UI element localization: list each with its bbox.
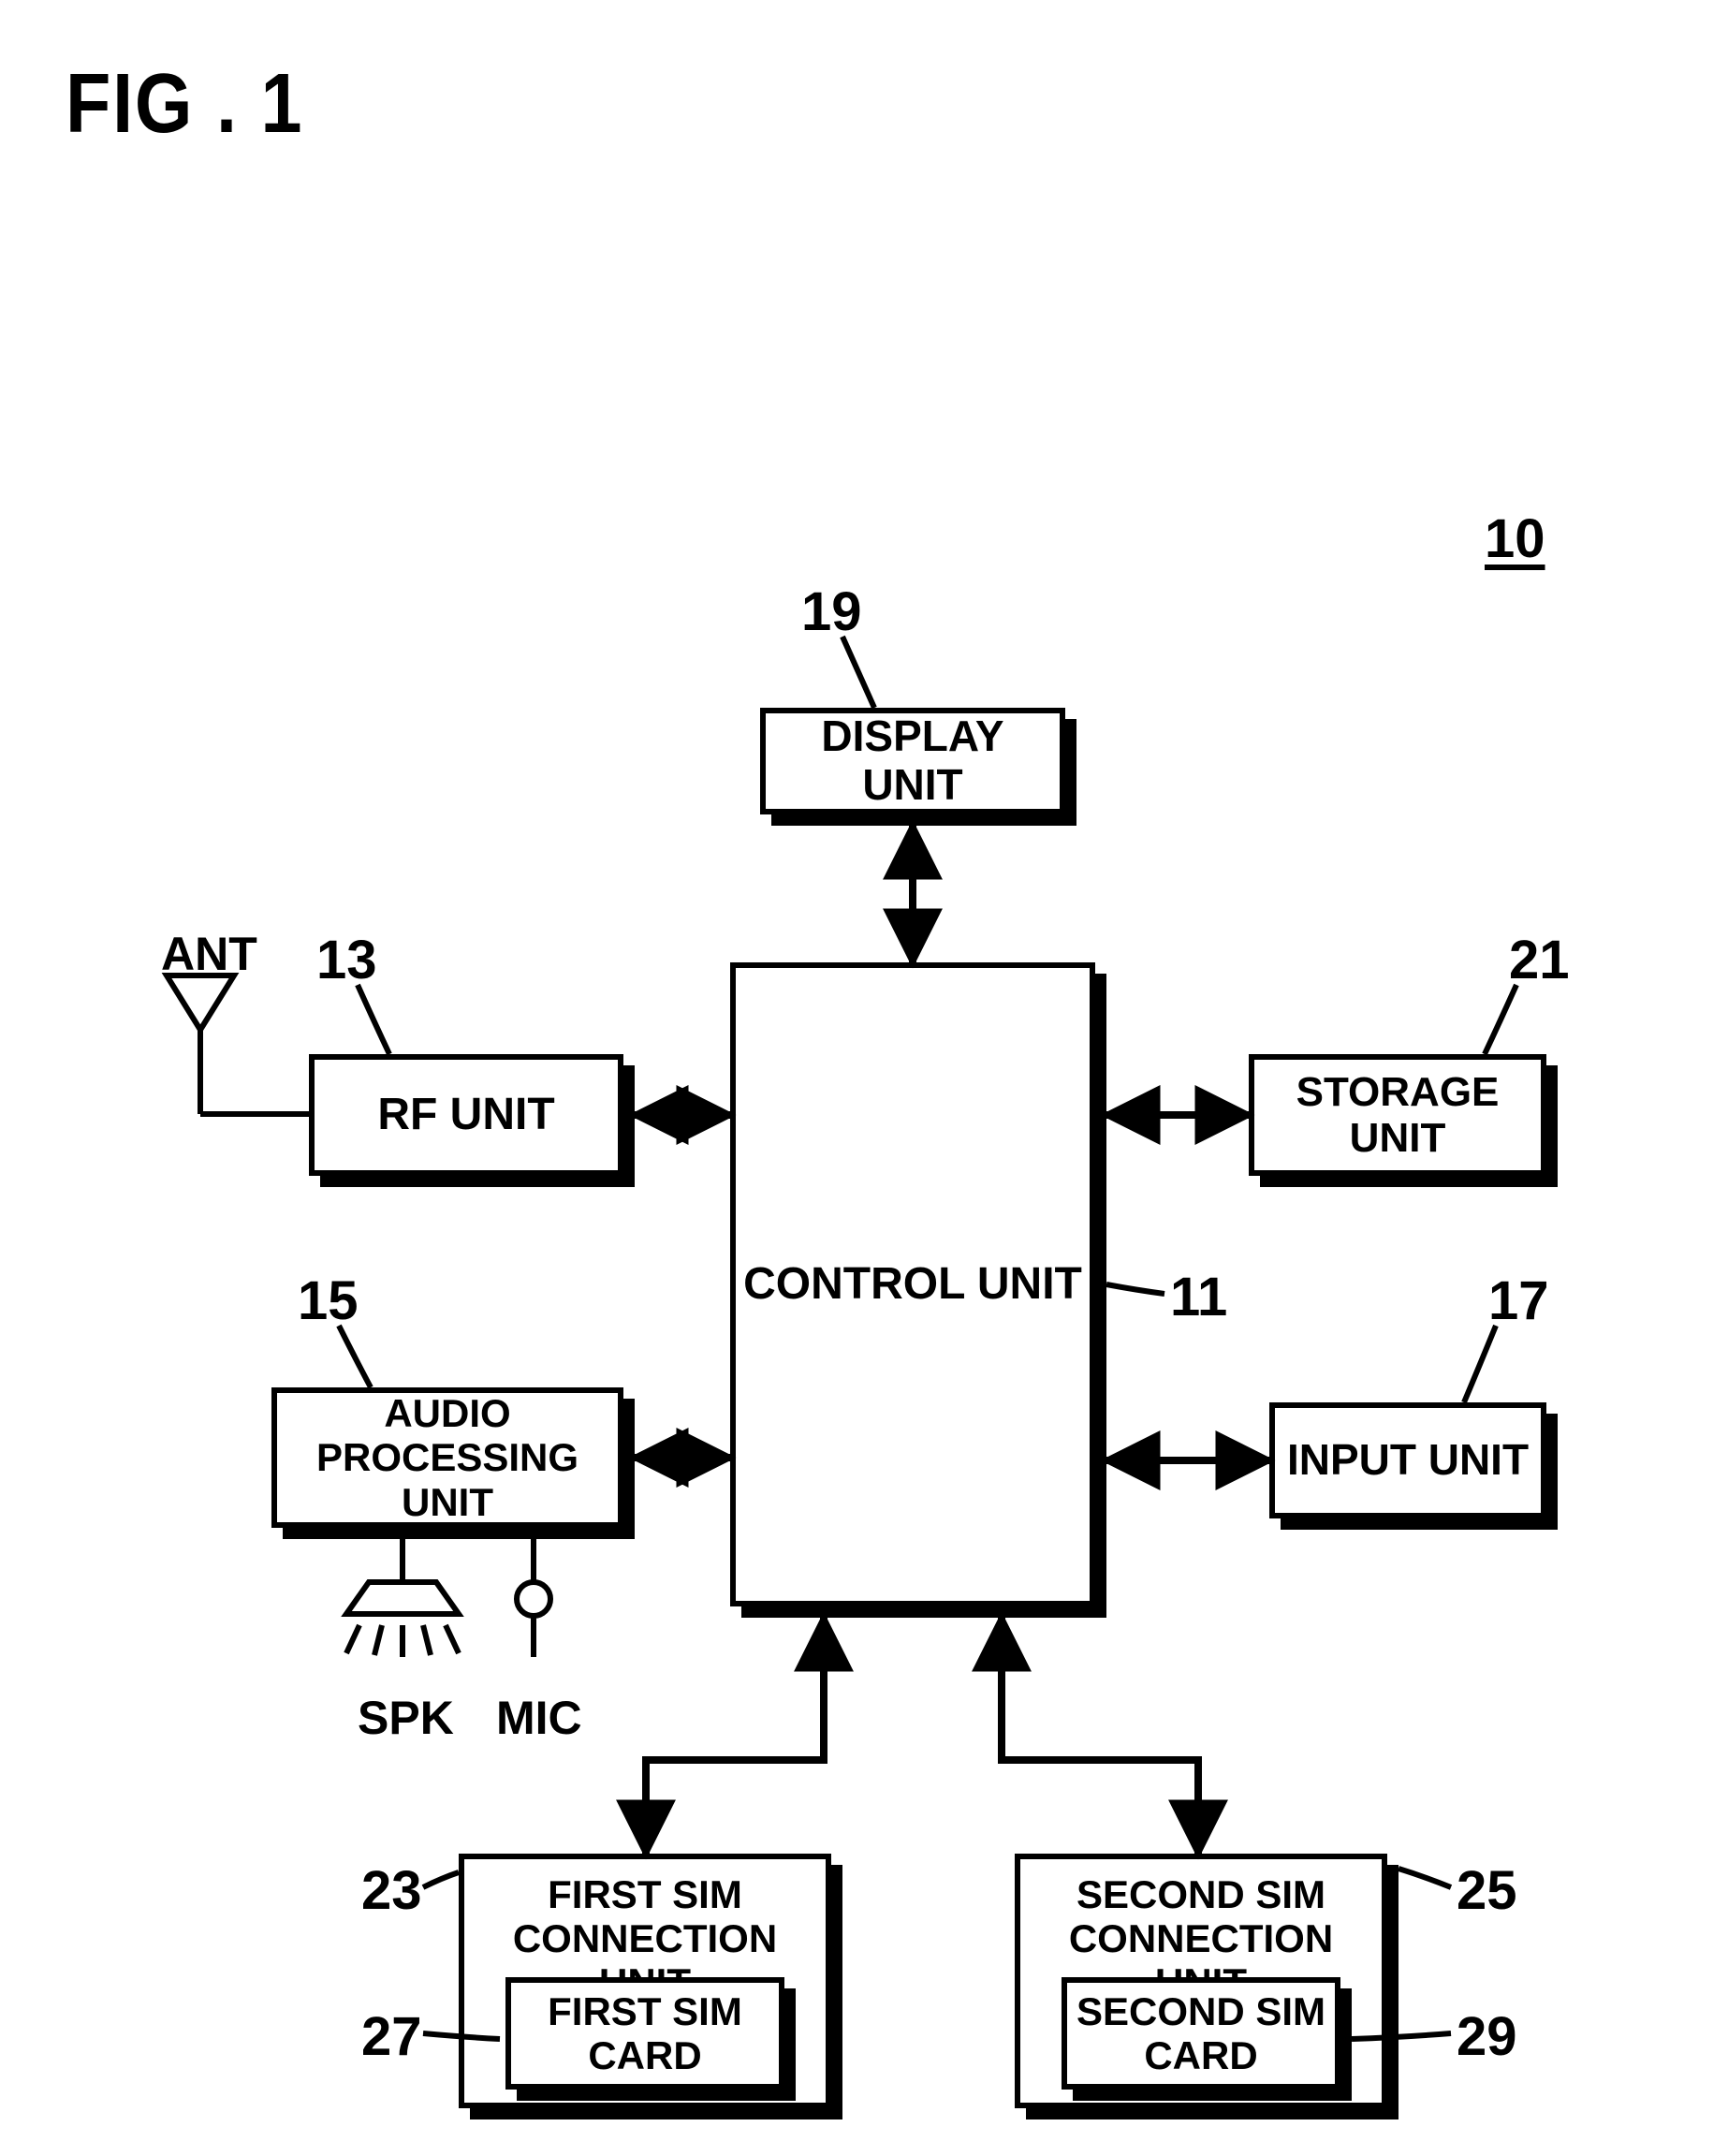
leader-control [1106, 1284, 1164, 1294]
sim2-card-label: SECOND SIM CARD [1076, 1989, 1325, 2077]
leader-input [1464, 1326, 1496, 1402]
arrow-control-sim2 [1002, 1618, 1198, 1854]
sim1-card-box: FIRST SIM CARD [505, 1977, 784, 2090]
antenna-icon [167, 975, 309, 1114]
leader-sim1 [423, 1872, 459, 1887]
ref-input: 17 [1488, 1269, 1549, 1332]
ref-control: 11 [1170, 1266, 1227, 1328]
control-unit-label: CONTROL UNIT [743, 1259, 1082, 1310]
ref-audio: 15 [298, 1269, 359, 1332]
audio-unit-label: AUDIO PROCESSING UNIT [277, 1391, 618, 1523]
speaker-label: SPK [358, 1691, 454, 1745]
ref-sim2-card: 29 [1457, 2005, 1517, 2068]
input-unit-label: INPUT UNIT [1287, 1436, 1529, 1485]
storage-unit-box: STORAGE UNIT [1249, 1054, 1546, 1176]
ref-display: 19 [801, 580, 862, 643]
display-unit-box: DISPLAY UNIT [760, 708, 1065, 814]
mic-label: MIC [496, 1691, 582, 1745]
leader-storage [1485, 985, 1516, 1054]
storage-unit-label: STORAGE UNIT [1254, 1069, 1541, 1162]
leader-audio [339, 1326, 371, 1387]
ref-rf: 13 [316, 929, 377, 991]
sim2-card-box: SECOND SIM CARD [1062, 1977, 1340, 2090]
ref-sim2: 25 [1457, 1859, 1517, 1922]
sim1-card-label: FIRST SIM CARD [548, 1989, 742, 2077]
leader-sim2 [1399, 1869, 1451, 1887]
input-unit-box: INPUT UNIT [1269, 1402, 1546, 1518]
rf-unit-label: RF UNIT [377, 1090, 554, 1140]
ref-sim1: 23 [361, 1859, 422, 1922]
mic-icon [517, 1539, 550, 1657]
antenna-label: ANT [161, 927, 257, 981]
ref-sim1-card: 27 [361, 2005, 422, 2068]
audio-unit-box: AUDIO PROCESSING UNIT [271, 1387, 623, 1528]
arrow-control-sim1 [646, 1618, 824, 1854]
display-unit-label: DISPLAY UNIT [766, 712, 1060, 809]
sim1-unit-box: FIRST SIM CONNECTION UNIT FIRST SIM CARD [459, 1854, 831, 2108]
figure-title: FIG . 1 [66, 56, 303, 153]
ref-storage: 21 [1509, 929, 1570, 991]
sim2-unit-box: SECOND SIM CONNECTION UNIT SECOND SIM CA… [1015, 1854, 1387, 2108]
ref-overall: 10 [1485, 507, 1545, 570]
control-unit-box: CONTROL UNIT [730, 962, 1095, 1606]
leader-display [842, 637, 874, 708]
rf-unit-box: RF UNIT [309, 1054, 623, 1176]
speaker-icon [346, 1539, 459, 1657]
leader-rf [358, 985, 389, 1054]
